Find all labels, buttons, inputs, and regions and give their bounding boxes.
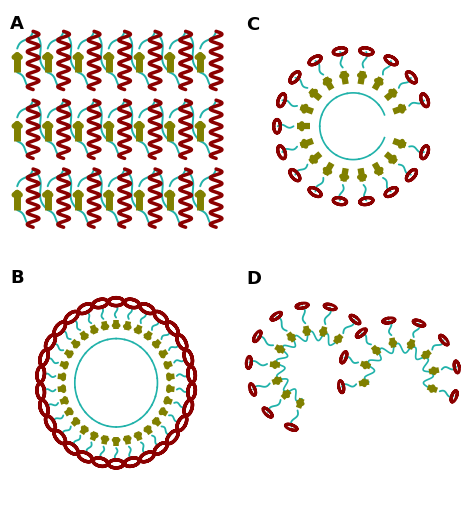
Text: A: A xyxy=(10,15,24,33)
Text: C: C xyxy=(246,16,259,34)
Text: D: D xyxy=(246,270,261,287)
Text: B: B xyxy=(10,269,24,287)
